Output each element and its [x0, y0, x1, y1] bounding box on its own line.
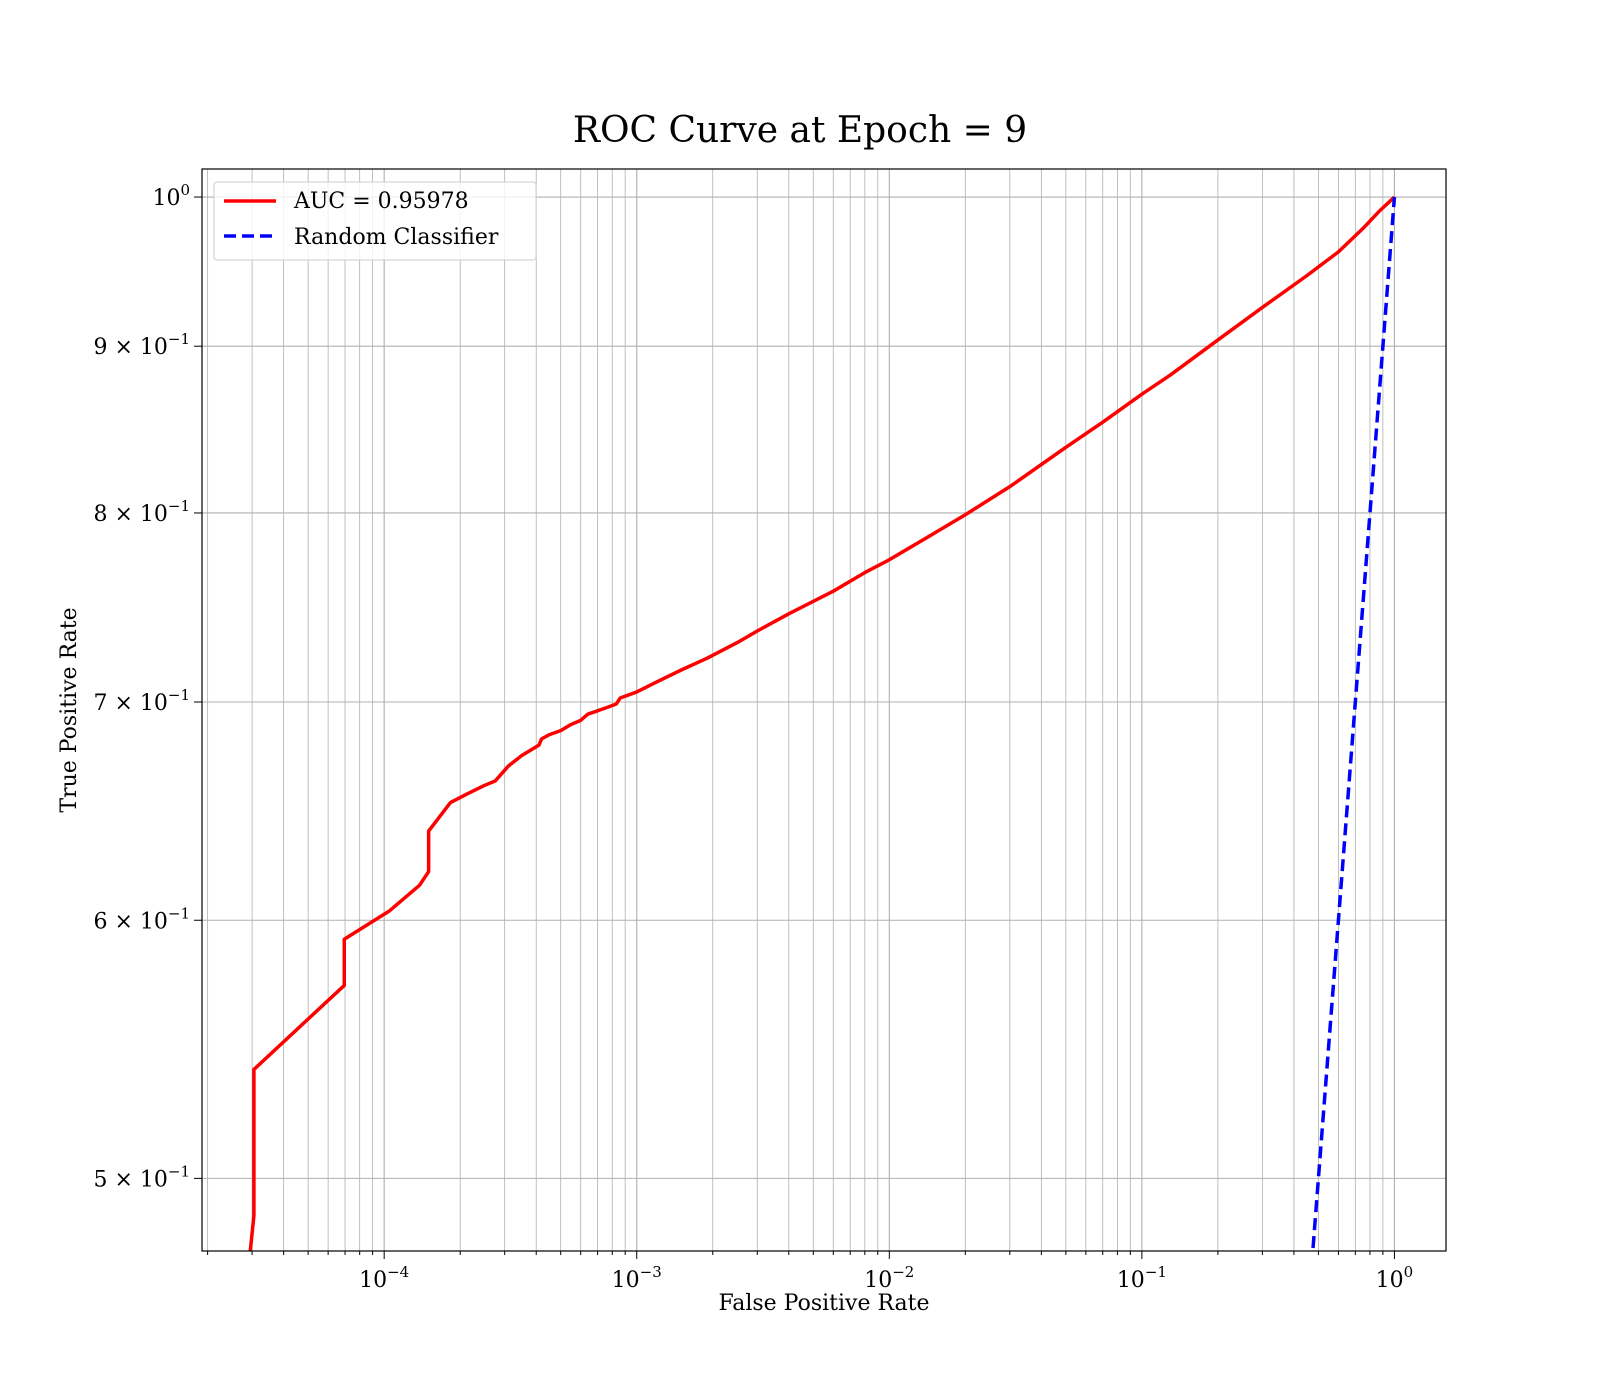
random-classifier-line [1311, 196, 1397, 1251]
x-axis-label: False Positive Rate [718, 1291, 929, 1316]
legend: AUC = 0.95978 Random Classifier [213, 181, 537, 261]
plot-frame [201, 168, 1447, 1252]
y-tick-label: 8 × 10−1 [93, 497, 190, 527]
y-tick-label: 7 × 10−1 [93, 686, 190, 716]
y-axis-label: True Positive Rate [57, 607, 82, 812]
chart-title: ROC Curve at Epoch = 9 [573, 110, 1027, 151]
series-layer [248, 195, 1397, 1251]
legend-box [213, 181, 537, 261]
ticks: 5 × 10−1 6 × 10−1 7 × 10−1 8 × 10−1 9 × 10−1… [93, 181, 1413, 1293]
x-tick-label: 10−4 [359, 1263, 409, 1293]
y-tick-label: 9 × 10−1 [93, 330, 190, 360]
grid [202, 169, 1446, 1251]
roc-curve-line [248, 195, 1396, 1251]
legend-label-auc: AUC = 0.95978 [293, 189, 469, 214]
y-tick-label: 100 [152, 181, 190, 211]
y-tick-label: 5 × 10−1 [93, 1162, 190, 1192]
x-tick-label: 10−2 [864, 1263, 914, 1293]
x-tick-label: 10−1 [1117, 1263, 1167, 1293]
y-tick-label: 6 × 10−1 [93, 904, 190, 934]
x-tick-label: 10−3 [612, 1263, 662, 1293]
legend-label-random: Random Classifier [294, 225, 499, 250]
x-tick-label: 100 [1376, 1263, 1414, 1293]
